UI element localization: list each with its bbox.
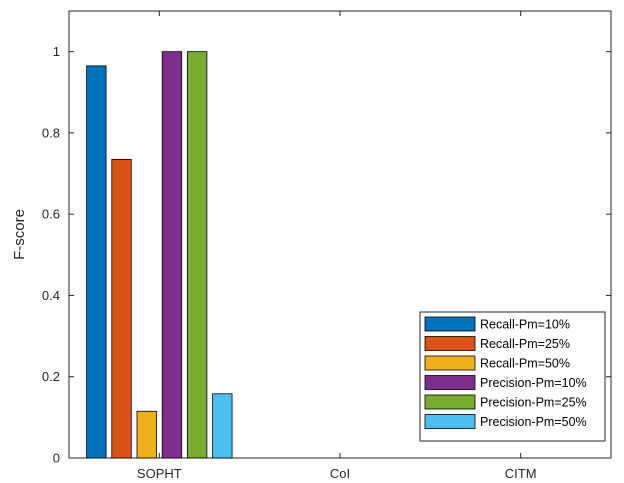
y-tick-label: 0.2 (42, 369, 60, 384)
x-tick-label: SOPHT (137, 466, 182, 481)
legend-entry-label: Precision-Pm=50% (480, 415, 587, 429)
legend-entry-label: Recall-Pm=50% (480, 357, 570, 371)
bar (212, 393, 233, 459)
bar (186, 51, 208, 459)
y-tick-label: 0.6 (42, 207, 60, 222)
legend-swatch (424, 316, 476, 332)
y-axis-ticks: 0 0.2 0.4 0.6 0.8 1 (42, 44, 611, 466)
y-tick-label: 1 (53, 44, 60, 59)
y-axis-label: F-score (11, 209, 28, 260)
legend-swatch (424, 336, 476, 351)
bar (111, 158, 132, 459)
y-tick-label: 0.4 (42, 288, 60, 303)
legend-swatch (424, 394, 476, 410)
x-axis-ticks: SOPHT CoI CITM (137, 11, 537, 481)
legend-entry-label: Recall-Pm=25% (480, 337, 570, 351)
y-tick-label: 0.8 (42, 125, 60, 140)
legend-swatch (424, 414, 476, 429)
bar (86, 65, 107, 459)
legend-swatch (424, 375, 476, 390)
bars (86, 51, 233, 459)
legend-entry-label: Precision-Pm=10% (480, 376, 587, 390)
bar (161, 51, 183, 459)
bar (136, 410, 157, 459)
x-tick-label: CoI (330, 466, 350, 481)
legend-swatch (424, 355, 476, 371)
legend-entry-label: Recall-Pm=10% (480, 318, 570, 332)
legend: Recall-Pm=10% Recall-Pm=25% Recall-Pm=50% P… (419, 311, 606, 442)
x-tick-label: CITM (505, 466, 537, 481)
y-tick-label: 0 (53, 451, 60, 466)
legend-entry-label: Precision-Pm=25% (480, 396, 587, 410)
